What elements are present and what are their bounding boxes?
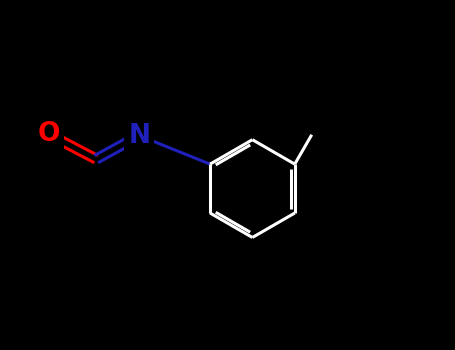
Text: O: O [37,121,60,147]
Text: N: N [128,122,150,149]
